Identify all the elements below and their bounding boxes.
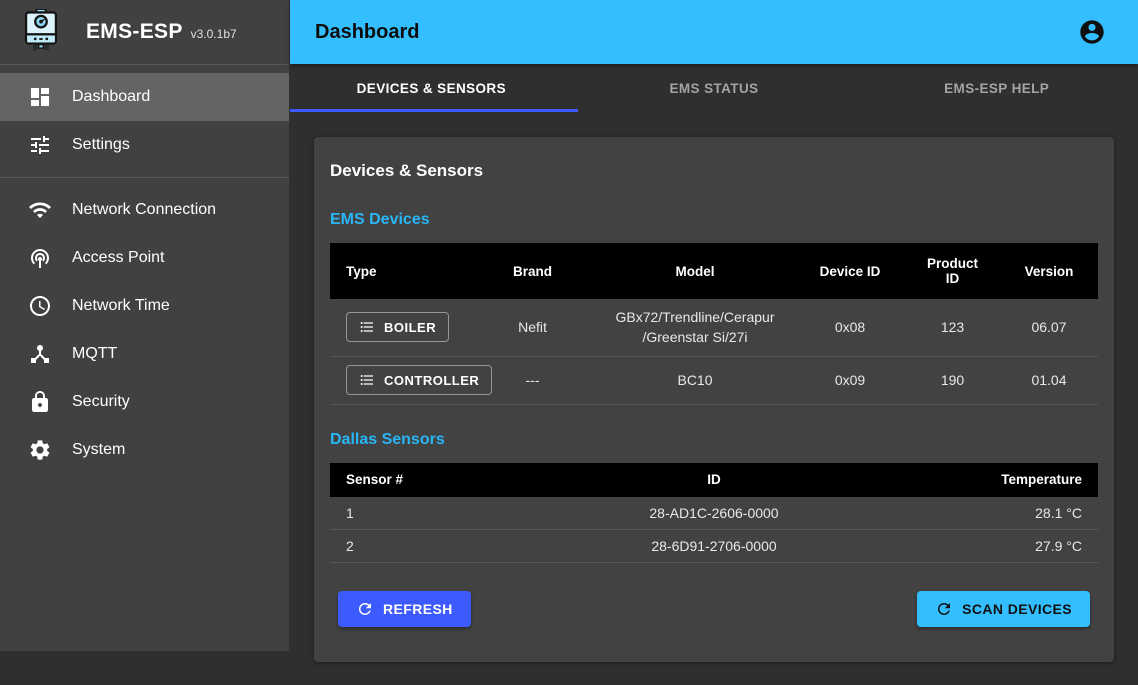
app-title: EMS-ESP (86, 20, 183, 43)
tab-devices-sensors[interactable]: DEVICES & SENSORS (356, 80, 506, 96)
dallas-sensors-heading: Dallas Sensors (330, 430, 445, 448)
brand-cell: --- (470, 356, 595, 405)
sidebar-item-label: Network Connection (72, 201, 217, 218)
version-cell: 01.04 (1000, 356, 1098, 405)
model-cell: GBx72/Trendline/Cerapur /Greenstar Si/27… (595, 299, 795, 357)
app-version: v3.0.1b7 (190, 27, 237, 41)
table-header-row: Sensor # ID Temperature (330, 462, 1098, 497)
version-cell: 06.07 (1000, 299, 1098, 357)
sidebar-item-label: Security (72, 393, 130, 410)
page-title: Dashboard (315, 20, 420, 43)
account-circle-icon[interactable] (1078, 18, 1106, 46)
column-header-temperature: Temperature (1001, 472, 1082, 488)
product-id-cell: 123 (905, 299, 1000, 357)
column-header-brand: Brand (512, 263, 552, 279)
table-row: CONTROLLER --- BC10 0x09 190 01.04 (330, 356, 1098, 405)
sidebar-item-label: System (72, 441, 126, 458)
sidebar-item-network-time[interactable]: Network Time (0, 282, 289, 330)
tab-ems-esp-help[interactable]: EMS-ESP HELP (944, 80, 1050, 96)
sidebar-item-settings[interactable]: Settings (0, 121, 289, 169)
refresh-button[interactable]: REFRESH (338, 591, 471, 628)
boiler-logo-icon (24, 9, 58, 51)
dallas-sensors-table: Sensor # ID Temperature 1 28-AD1C-2606-0… (330, 462, 1098, 564)
active-tab-indicator (290, 109, 578, 112)
device-id-cell: 0x08 (795, 299, 905, 357)
sensor-id-cell: 28-6D91-2706-0000 (550, 529, 878, 564)
sidebar-item-label: Dashboard (72, 88, 151, 105)
device-hub-icon (28, 342, 52, 366)
sidebar: EMS-ESP v3.0.1b7 Dashboard Settings (0, 0, 290, 651)
sidebar-item-network-connection[interactable]: Network Connection (0, 186, 289, 234)
sidebar-item-label: Access Point (72, 249, 165, 266)
sidebar-item-label: MQTT (72, 345, 118, 362)
sidebar-divider (0, 64, 289, 65)
model-cell: BC10 (595, 356, 795, 405)
tab-ems-status[interactable]: EMS STATUS (669, 80, 759, 96)
clock-icon (28, 294, 52, 318)
sensor-number-cell: 1 (330, 496, 550, 531)
appbar: Dashboard (290, 0, 1138, 64)
column-header-device-id: Device ID (819, 263, 881, 279)
sidebar-item-access-point[interactable]: Access Point (0, 234, 289, 282)
ems-devices-table: Type Brand Model Device ID Product ID Ve… (330, 243, 1098, 405)
refresh-icon (938, 603, 951, 616)
sidebar-nav: Dashboard Settings Network Connection (0, 65, 289, 482)
main-area: Dashboard DEVICES & SENSORS EMS STATUS E… (290, 0, 1138, 685)
sensor-id-cell: 28-AD1C-2606-0000 (550, 496, 878, 531)
tab-bar: DEVICES & SENSORS EMS STATUS EMS-ESP HEL… (290, 64, 1138, 112)
list-bulleted-icon (360, 375, 373, 386)
column-header-product-id: Product ID (926, 256, 978, 286)
sidebar-item-label: Settings (72, 136, 130, 153)
gear-icon (28, 438, 52, 462)
content-area: Devices & Sensors EMS Devices Type Brand… (290, 112, 1138, 685)
refresh-icon (359, 603, 371, 616)
table-row: BOILER Nefit GBx72/Trendline/Cerapur /Gr… (330, 299, 1098, 357)
column-header-model: Model (675, 263, 715, 279)
table-row: 2 28-6D91-2706-0000 27.9 °C (330, 529, 1098, 564)
sensor-temperature-cell: 28.1 °C (878, 496, 1098, 531)
tune-icon (28, 133, 52, 157)
device-id-cell: 0x09 (795, 356, 905, 405)
list-bulleted-icon (360, 322, 373, 333)
sidebar-item-dashboard[interactable]: Dashboard (0, 73, 289, 121)
table-row: 1 28-AD1C-2606-0000 28.1 °C (330, 496, 1098, 531)
devices-sensors-card: Devices & Sensors EMS Devices Type Brand… (314, 137, 1114, 662)
card-actions: REFRESH SCAN DEVICES (338, 591, 1090, 628)
column-header-type: Type (346, 263, 377, 279)
table-header-row: Type Brand Model Device ID Product ID Ve… (330, 243, 1098, 299)
sidebar-item-system[interactable]: System (0, 426, 289, 474)
sidebar-item-mqtt[interactable]: MQTT (0, 330, 289, 378)
sidebar-item-security[interactable]: Security (0, 378, 289, 426)
ems-devices-heading: EMS Devices (330, 211, 430, 228)
column-header-sensor-number: Sensor # (346, 472, 404, 488)
boiler-device-button[interactable]: BOILER (346, 312, 450, 343)
sidebar-divider (0, 177, 289, 178)
scan-devices-button[interactable]: SCAN DEVICES (917, 591, 1090, 628)
brand-cell: Nefit (470, 299, 595, 357)
column-header-version: Version (1024, 263, 1074, 279)
controller-device-button[interactable]: CONTROLLER (346, 365, 493, 396)
product-id-cell: 190 (905, 356, 1000, 405)
card-title: Devices & Sensors (330, 161, 484, 180)
wifi-icon (28, 198, 52, 222)
dashboard-icon (28, 85, 52, 109)
column-header-id: ID (707, 472, 721, 488)
app-logo-row: EMS-ESP v3.0.1b7 (0, 0, 289, 64)
sidebar-item-label: Network Time (72, 297, 170, 314)
wifi-tethering-icon (28, 246, 52, 270)
sensor-temperature-cell: 27.9 °C (878, 529, 1098, 564)
sensor-number-cell: 2 (330, 529, 550, 564)
lock-icon (28, 390, 52, 414)
